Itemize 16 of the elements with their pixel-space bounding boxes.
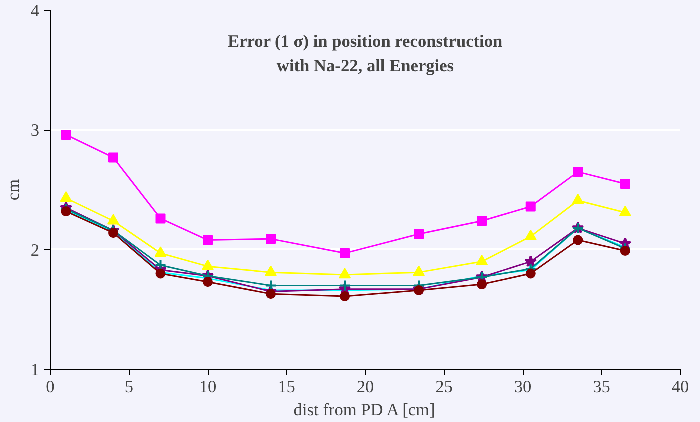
x-tick-label: 25 xyxy=(436,378,453,396)
y-tick-label: 4 xyxy=(30,2,40,20)
y-axis-title: cm xyxy=(4,178,23,201)
x-tick-label: 35 xyxy=(593,378,610,396)
x-tick-label: 0 xyxy=(46,378,55,396)
x-tick-label: 15 xyxy=(278,378,296,396)
text: Error (1 σ) in position reconstruction with Na-22, all Energies xyxy=(228,32,504,76)
y-tick-label: 2 xyxy=(30,240,40,260)
y-tick-label: 1 xyxy=(30,360,40,380)
x-tick-label: 5 xyxy=(124,378,134,396)
y-tick-label: 3 xyxy=(30,121,40,140)
x-tick-label: 30 xyxy=(514,378,532,396)
x-tick-label: 40 xyxy=(672,378,690,396)
x-axis-title: dist from PD A [cm] xyxy=(294,400,436,420)
x-tick-label: 20 xyxy=(356,378,374,396)
x-tick-label: 10 xyxy=(199,378,217,396)
